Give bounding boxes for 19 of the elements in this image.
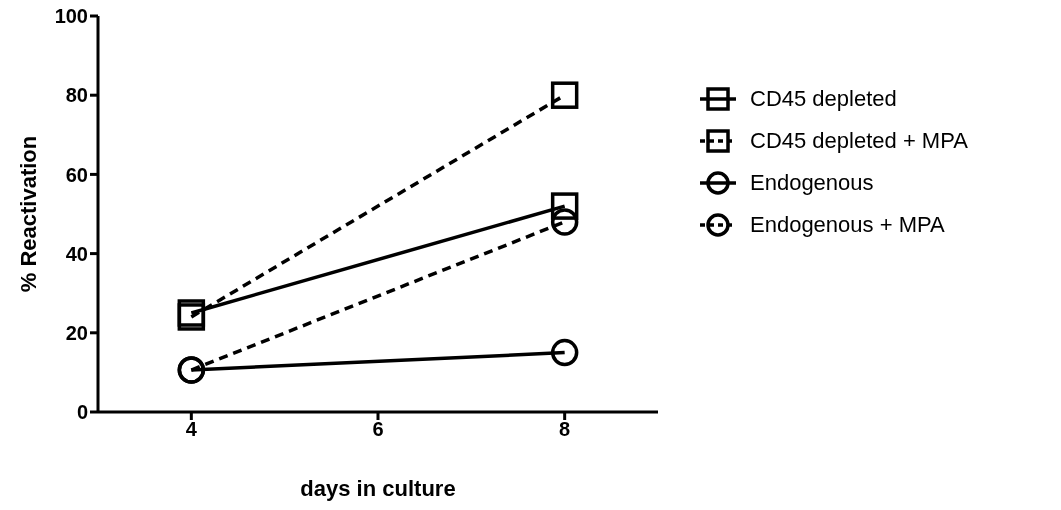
legend-label: Endogenous [750, 170, 874, 196]
y-axis-title: % Reactivation [15, 135, 41, 293]
x-tick-label: 4 [185, 418, 198, 441]
y-tick-label: 20 [65, 321, 88, 344]
x-axis-title: days in culture [300, 475, 456, 501]
x-tick-label: 6 [372, 418, 384, 441]
y-tick-label: 100 [54, 5, 88, 28]
y-tick-label: 40 [65, 242, 88, 265]
point [550, 192, 579, 220]
legend-label: Endogenous + MPA [750, 212, 945, 238]
legend-label: CD45 depleted + MPA [750, 128, 968, 154]
y-tick-label: 80 [65, 84, 88, 107]
x-tick-label: 8 [559, 418, 571, 441]
point [550, 208, 579, 236]
legend-label: CD45 depleted [750, 86, 897, 112]
point [550, 338, 579, 367]
y-tick-label: 60 [65, 163, 88, 186]
point [550, 81, 579, 109]
y-tick-label: 0 [76, 401, 88, 424]
